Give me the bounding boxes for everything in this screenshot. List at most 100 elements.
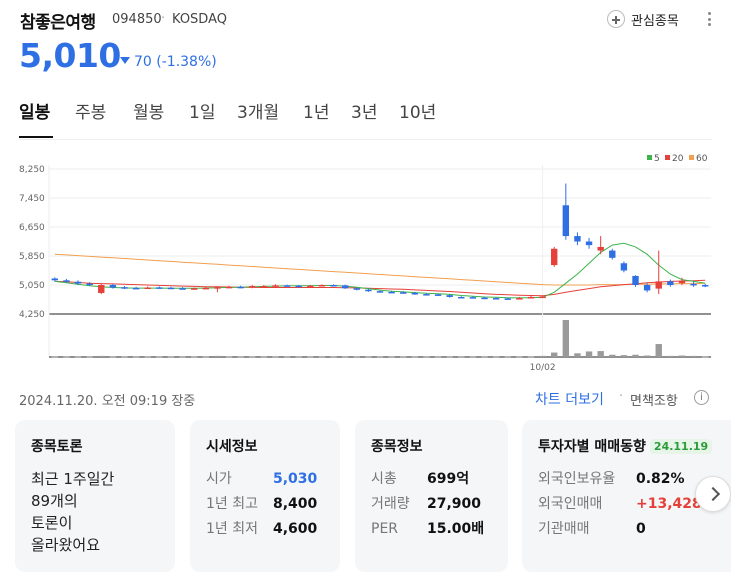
legend-label: 60	[696, 154, 708, 164]
candle-body	[655, 281, 662, 289]
volume-bar	[179, 356, 186, 358]
candle-body	[701, 285, 709, 287]
volume-bar	[446, 356, 453, 358]
forum-card[interactable]: 종목토론 최근 1주일간 89개의 토론이 올라왔어요	[15, 420, 175, 572]
info-row-volume: 거래량 27,900	[371, 493, 492, 515]
volume-bar	[655, 344, 662, 357]
volume-bar	[249, 356, 256, 358]
volume-bar	[516, 356, 523, 358]
volume-bar	[307, 356, 314, 358]
candle-body	[551, 248, 558, 266]
quote-card[interactable]: 시세정보 시가 5,030 1년 최고 8,400 1년 최저 4,600	[190, 420, 340, 572]
candle-body	[597, 246, 604, 251]
candle-body	[411, 292, 419, 295]
tab-1day[interactable]: 1일	[189, 103, 216, 123]
volume-bar	[388, 356, 395, 358]
y-tick-label: 8,250	[19, 165, 45, 175]
price-chart[interactable]: 8,2507,4506,6505,8505,0504,25010/0211/01…	[17, 148, 713, 378]
candle-body	[423, 294, 430, 296]
plus-circle-icon	[607, 10, 625, 28]
candle-body	[249, 286, 256, 288]
volume-bar	[318, 356, 326, 358]
candle-body	[318, 285, 326, 287]
candle-body	[51, 278, 59, 281]
row-value: 0.82%	[636, 471, 685, 487]
add-favorite-button[interactable]: 관심종목	[607, 8, 679, 30]
more-vertical-icon[interactable]	[708, 12, 712, 28]
legend-swatch	[689, 155, 694, 160]
separator-dot: ·	[161, 11, 166, 26]
volume-bar	[690, 355, 697, 357]
candle-body	[632, 275, 639, 285]
volume-bar	[597, 351, 604, 357]
chart-more-link[interactable]: 차트 더보기	[535, 392, 604, 408]
candle-body	[469, 297, 477, 299]
candle-body	[214, 287, 221, 289]
info-icon[interactable]: i	[694, 390, 709, 405]
stock-info-card[interactable]: 종목정보 시총 699억 거래량 27,900 PER 15.00배	[355, 420, 508, 572]
price-change: 70 (-1.38%)	[120, 54, 217, 70]
current-price: 5,010	[19, 36, 121, 75]
timestamp: 2024.11.20. 오전 09:19 장중	[19, 394, 196, 409]
volume-bar	[492, 356, 500, 358]
row-label: 외국인매매	[538, 496, 603, 512]
investor-title-text: 투자자별 매매동향	[538, 439, 646, 455]
volume-bar	[353, 356, 360, 358]
candle-body	[144, 287, 151, 290]
candle-body	[132, 287, 140, 290]
volume-bar	[411, 356, 419, 358]
tab-3years[interactable]: 3년	[351, 103, 378, 123]
investor-row-institution: 기관매매 0	[538, 518, 715, 540]
tab-10years[interactable]: 10년	[399, 103, 437, 123]
legend-label: 20	[672, 154, 684, 164]
candle-body	[585, 241, 593, 246]
candle-body	[190, 288, 198, 290]
x-tick-label: 10/02	[530, 363, 556, 373]
candle-body	[121, 287, 128, 289]
tab-1year[interactable]: 1년	[303, 103, 330, 123]
candle-body	[492, 298, 500, 300]
disclaimer-link[interactable]: 면책조항	[630, 394, 678, 409]
volume-bar	[551, 352, 558, 357]
candle-body	[434, 294, 442, 296]
tab-daily[interactable]: 일봉	[19, 103, 51, 123]
candle-body	[504, 298, 511, 300]
candle-body	[539, 296, 546, 299]
tab-3months[interactable]: 3개월	[237, 103, 280, 123]
candle-body	[446, 295, 453, 297]
tab-weekly[interactable]: 주봉	[75, 103, 107, 123]
candle-body	[481, 297, 488, 300]
favorite-label: 관심종목	[631, 13, 679, 29]
legend-swatch	[665, 155, 670, 160]
y-tick-label: 5,050	[19, 281, 45, 291]
row-value: 0	[636, 521, 646, 537]
separator-dot: ·	[619, 389, 624, 404]
volume-bar	[295, 356, 302, 358]
volume-bar	[260, 356, 268, 358]
candle-body	[353, 288, 360, 290]
candle-body	[678, 281, 686, 284]
volume-bar	[51, 356, 59, 358]
change-percent: (-1.38%)	[156, 54, 217, 70]
candle-body	[667, 281, 674, 285]
row-label: PER	[371, 521, 399, 537]
row-value: 27,900	[427, 496, 482, 512]
next-arrow-button[interactable]	[695, 476, 731, 512]
candle-body	[307, 285, 314, 288]
volume-bar	[225, 356, 233, 358]
quote-row-low: 1년 최저 4,600	[206, 518, 324, 540]
volume-bar	[190, 356, 198, 358]
volume-bar	[632, 354, 639, 357]
volume-bar	[214, 355, 221, 357]
candle-body	[562, 205, 570, 237]
candle-body	[225, 286, 233, 289]
volume-bar	[237, 356, 244, 358]
stock-info-card-title: 종목정보	[371, 439, 423, 455]
volume-bar	[272, 356, 279, 358]
candle-body	[388, 291, 395, 294]
forum-line: 토론이	[31, 514, 73, 532]
date-badge: 24.11.19	[649, 439, 713, 454]
legend-label: 5	[654, 154, 660, 164]
down-triangle-icon	[120, 57, 130, 64]
tab-monthly[interactable]: 월봉	[133, 103, 165, 123]
